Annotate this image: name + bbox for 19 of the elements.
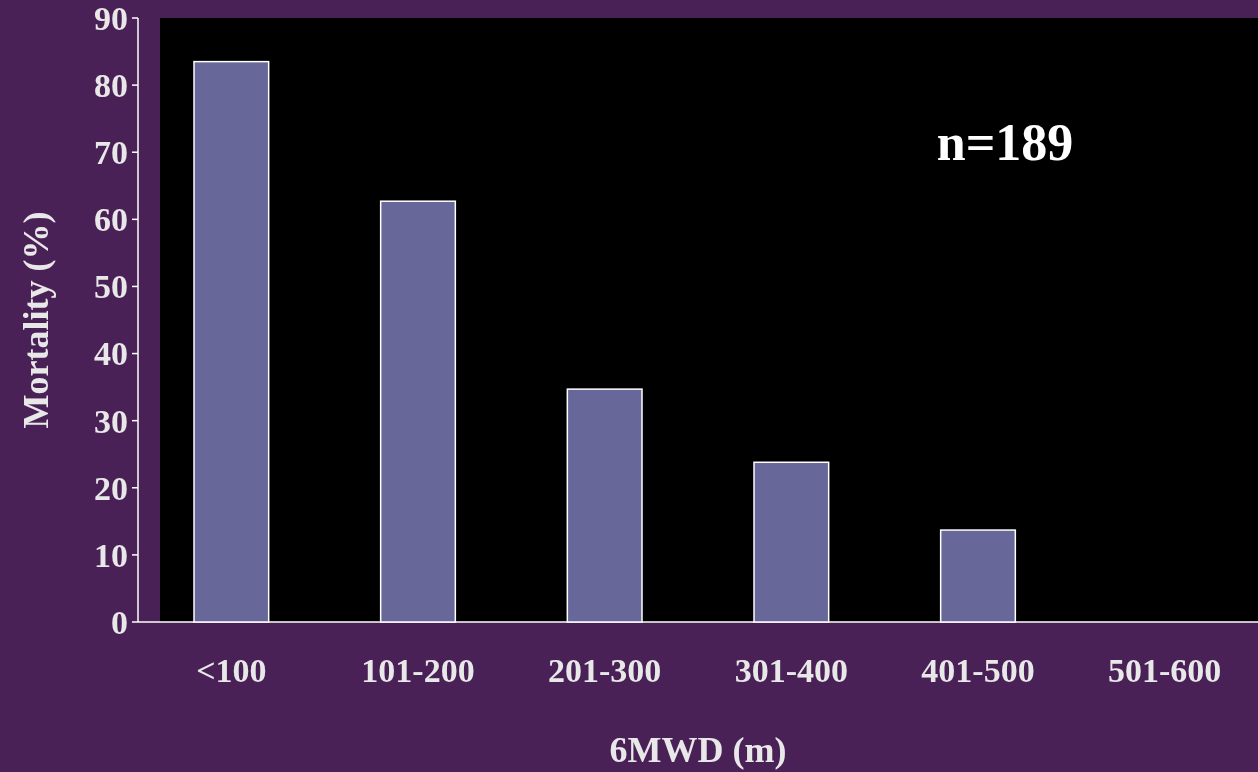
y-tick-label: 80 bbox=[94, 67, 128, 105]
x-tick-label: 201-300 bbox=[548, 652, 662, 689]
x-tick-label: 401-500 bbox=[921, 652, 1035, 689]
y-tick-label: 90 bbox=[94, 0, 128, 37]
x-tick-label: 501-600 bbox=[1108, 652, 1222, 689]
y-tick-label: 20 bbox=[94, 469, 128, 507]
y-tick-label: 0 bbox=[111, 603, 128, 641]
x-tick-label: 101-200 bbox=[361, 652, 475, 689]
x-tick-label: <100 bbox=[196, 652, 267, 689]
y-tick-label: 40 bbox=[94, 335, 128, 373]
y-tick-label: 10 bbox=[94, 536, 128, 574]
y-axis-title: Mortality (%) bbox=[16, 211, 56, 429]
annotation: n=189 bbox=[936, 114, 1074, 171]
y-tick-label: 70 bbox=[94, 134, 128, 172]
x-axis-title: 6MWD (m) bbox=[609, 730, 787, 770]
x-tick-label: 301-400 bbox=[734, 652, 848, 689]
y-tick-label: 60 bbox=[94, 201, 128, 239]
y-tick-label: 30 bbox=[94, 402, 128, 440]
y-tick-label: 50 bbox=[94, 268, 128, 306]
